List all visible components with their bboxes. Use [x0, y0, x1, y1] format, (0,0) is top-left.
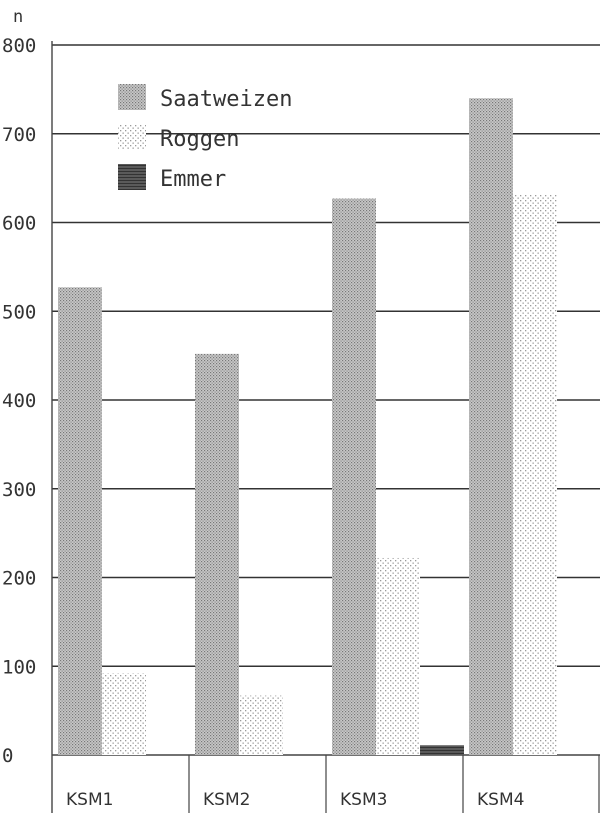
y-tick-label: 600 — [2, 213, 36, 235]
bar-saatweizen-ksm3 — [332, 198, 376, 756]
category-label: KSM1 — [66, 790, 113, 810]
legend-label-saatweizen: Saatweizen — [160, 87, 292, 112]
legend-label-emmer: Emmer — [160, 167, 226, 192]
y-tick-label: 400 — [2, 390, 36, 412]
y-tick-label: 200 — [2, 568, 36, 590]
y-tick-label: 100 — [2, 656, 36, 678]
bar-emmer-ksm3 — [420, 745, 464, 755]
bar-roggen-ksm2 — [239, 695, 283, 755]
legend-label-roggen: Roggen — [160, 127, 239, 152]
bar-saatweizen-ksm4 — [469, 98, 513, 755]
bar-roggen-ksm1 — [102, 673, 146, 755]
legend-swatch-roggen — [118, 124, 146, 150]
y-tick-label: 0 — [2, 745, 13, 767]
y-tick-label: 300 — [2, 479, 36, 501]
category-label: KSM3 — [340, 790, 387, 810]
y-tick-label: 800 — [2, 35, 36, 57]
bar-roggen-ksm3 — [376, 557, 420, 755]
y-tick-label: 700 — [2, 124, 36, 146]
category-label: KSM4 — [477, 790, 524, 810]
legend: Saatweizen Roggen Emmer — [118, 84, 292, 192]
bar-roggen-ksm4 — [513, 194, 557, 756]
bar-saatweizen-ksm2 — [195, 353, 239, 755]
y-axis-unit-label: n — [13, 7, 23, 27]
y-tick-label: 500 — [2, 301, 36, 323]
legend-swatch-emmer — [118, 164, 146, 190]
category-labels: KSM1 KSM2 KSM3 KSM4 — [66, 755, 524, 813]
legend-swatch-saatweizen — [118, 84, 146, 110]
category-label: KSM2 — [203, 790, 250, 810]
bars — [58, 98, 557, 756]
bar-saatweizen-ksm1 — [58, 287, 102, 755]
